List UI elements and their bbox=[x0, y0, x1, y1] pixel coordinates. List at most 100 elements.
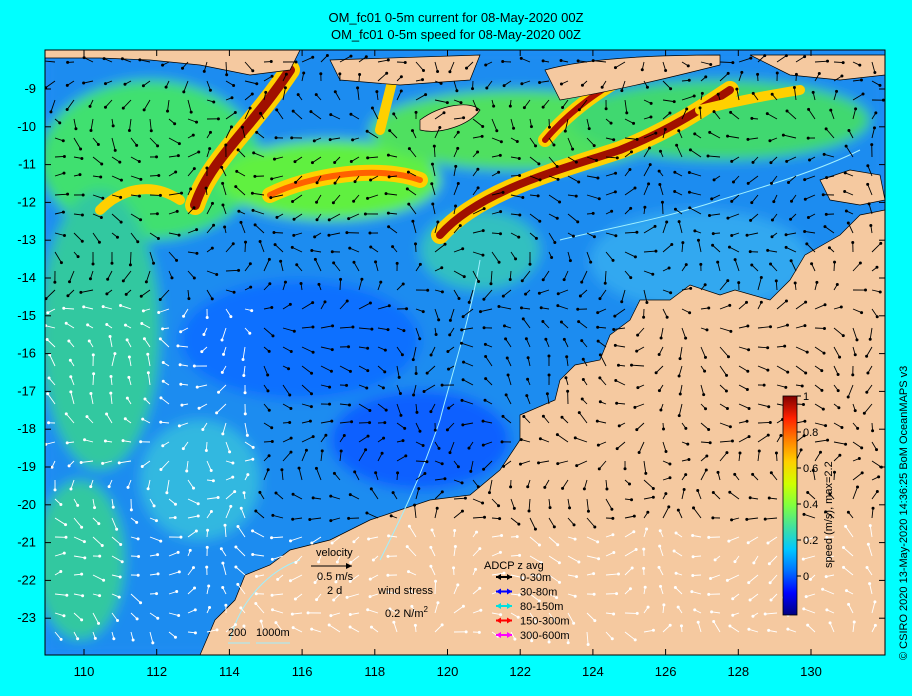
velocity-arrow-head bbox=[309, 110, 313, 114]
velocity-arrow-head bbox=[229, 504, 233, 508]
velocity-arrow bbox=[472, 118, 483, 127]
velocity-arrow bbox=[225, 308, 232, 317]
velocity-arrow-head bbox=[313, 581, 317, 585]
velocity-arrow-head bbox=[711, 232, 715, 236]
velocity-arrow bbox=[616, 441, 626, 449]
velocity-arrow bbox=[120, 305, 132, 310]
velocity-arrow bbox=[869, 583, 873, 595]
velocity-arrow-head bbox=[596, 540, 600, 544]
velocity-arrow-head bbox=[712, 110, 716, 114]
velocity-arrow-head bbox=[437, 446, 441, 450]
velocity-arrow-head bbox=[209, 509, 213, 513]
velocity-arrow bbox=[301, 365, 312, 374]
velocity-arrow bbox=[54, 193, 68, 196]
velocity-arrow bbox=[377, 72, 387, 82]
velocity-arrow bbox=[432, 164, 436, 177]
velocity-arrow bbox=[643, 147, 650, 158]
velocity-arrow bbox=[624, 187, 636, 196]
velocity-arrow-head bbox=[161, 379, 165, 383]
velocity-arrow-head bbox=[327, 233, 331, 237]
velocity-arrow-head bbox=[248, 262, 252, 266]
velocity-arrow-head bbox=[750, 201, 754, 205]
velocity-arrow bbox=[339, 326, 353, 329]
velocity-arrow-head bbox=[710, 197, 714, 201]
velocity-arrow-head bbox=[767, 496, 771, 500]
velocity-arrow bbox=[707, 155, 721, 158]
velocity-arrow-head bbox=[774, 279, 778, 283]
velocity-arrow-head bbox=[161, 444, 165, 448]
velocity-arrow-head bbox=[129, 508, 133, 512]
velocity-arrow bbox=[160, 397, 170, 405]
velocity-arrow-head bbox=[840, 74, 844, 78]
velocity-arrow bbox=[255, 603, 265, 614]
velocity-arrow-head bbox=[320, 449, 324, 453]
velocity-arrow bbox=[149, 631, 154, 643]
velocity-arrow-head bbox=[274, 491, 278, 495]
adcp-legend-arrowhead-right bbox=[507, 632, 512, 638]
velocity-arrow-head bbox=[439, 81, 443, 85]
velocity-arrow bbox=[65, 322, 75, 329]
velocity-arrow bbox=[293, 213, 303, 220]
velocity-arrow bbox=[73, 232, 83, 242]
velocity-arrow-head bbox=[216, 496, 220, 500]
velocity-arrow-head bbox=[364, 55, 368, 59]
velocity-arrow bbox=[489, 479, 493, 493]
velocity-arrow-head bbox=[106, 277, 110, 281]
velocity-arrow bbox=[599, 354, 607, 367]
velocity-arrow-head bbox=[775, 71, 779, 75]
velocity-arrow bbox=[331, 536, 341, 544]
velocity-arrow-head bbox=[636, 333, 640, 337]
velocity-arrow bbox=[659, 184, 664, 196]
velocity-arrow-head bbox=[561, 486, 565, 490]
velocity-arrow-head bbox=[543, 485, 547, 489]
velocity-arrow-head bbox=[231, 461, 235, 465]
velocity-arrow bbox=[237, 526, 246, 538]
velocity-arrow bbox=[770, 472, 778, 481]
velocity-arrow-head bbox=[270, 74, 274, 78]
velocity-arrow bbox=[130, 156, 140, 162]
velocity-arrow-head bbox=[156, 616, 160, 620]
velocity-arrow-head bbox=[82, 540, 86, 544]
velocity-arrow-head bbox=[784, 385, 788, 389]
velocity-arrow-head bbox=[645, 527, 649, 531]
velocity-arrow-head bbox=[692, 94, 696, 98]
velocity-arrow-head bbox=[609, 121, 613, 125]
velocity-arrow-head bbox=[669, 291, 673, 295]
velocity-arrow bbox=[728, 536, 740, 542]
velocity-arrow-head bbox=[555, 165, 559, 169]
velocity-arrow bbox=[691, 591, 702, 595]
velocity-arrow bbox=[111, 612, 118, 621]
velocity-arrow-head bbox=[682, 488, 686, 492]
velocity-arrow bbox=[793, 87, 797, 101]
velocity-arrow-head bbox=[595, 419, 599, 423]
velocity-legend-duration: 2 d bbox=[327, 585, 342, 597]
velocity-arrow-head bbox=[350, 420, 354, 424]
velocity-arrow bbox=[510, 517, 520, 525]
velocity-arrow-head bbox=[874, 111, 878, 115]
velocity-arrow-head bbox=[253, 174, 257, 178]
velocity-arrow-head bbox=[794, 72, 798, 76]
velocity-arrow-head bbox=[330, 348, 334, 352]
velocity-arrow-head bbox=[710, 610, 714, 614]
velocity-arrow bbox=[225, 112, 236, 120]
velocity-arrow bbox=[396, 346, 403, 356]
velocity-arrow-head bbox=[177, 614, 181, 618]
velocity-arrow-head bbox=[545, 392, 549, 396]
velocity-arrow bbox=[673, 550, 683, 557]
adcp-legend-arrowhead-right bbox=[507, 603, 512, 609]
velocity-arrow-head bbox=[348, 613, 352, 617]
velocity-arrow-head bbox=[120, 57, 124, 61]
velocity-arrow-head bbox=[792, 86, 796, 90]
velocity-arrow-head bbox=[119, 195, 123, 199]
velocity-arrow bbox=[358, 327, 372, 330]
velocity-arrow bbox=[160, 460, 170, 470]
velocity-arrow bbox=[491, 572, 505, 576]
velocity-arrow-head bbox=[192, 486, 196, 490]
velocity-arrow bbox=[746, 232, 759, 236]
velocity-arrow bbox=[434, 602, 439, 614]
velocity-arrow-head bbox=[302, 71, 306, 75]
velocity-arrow-head bbox=[197, 150, 201, 154]
velocity-arrow-head bbox=[311, 301, 315, 305]
velocity-arrow-head bbox=[548, 506, 552, 510]
velocity-arrow bbox=[472, 251, 484, 256]
